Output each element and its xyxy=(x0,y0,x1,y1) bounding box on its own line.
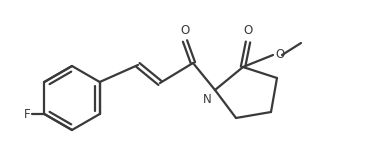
Text: F: F xyxy=(24,108,30,121)
Text: O: O xyxy=(243,24,253,37)
Text: O: O xyxy=(275,49,284,62)
Text: N: N xyxy=(203,93,212,106)
Text: O: O xyxy=(180,24,190,37)
